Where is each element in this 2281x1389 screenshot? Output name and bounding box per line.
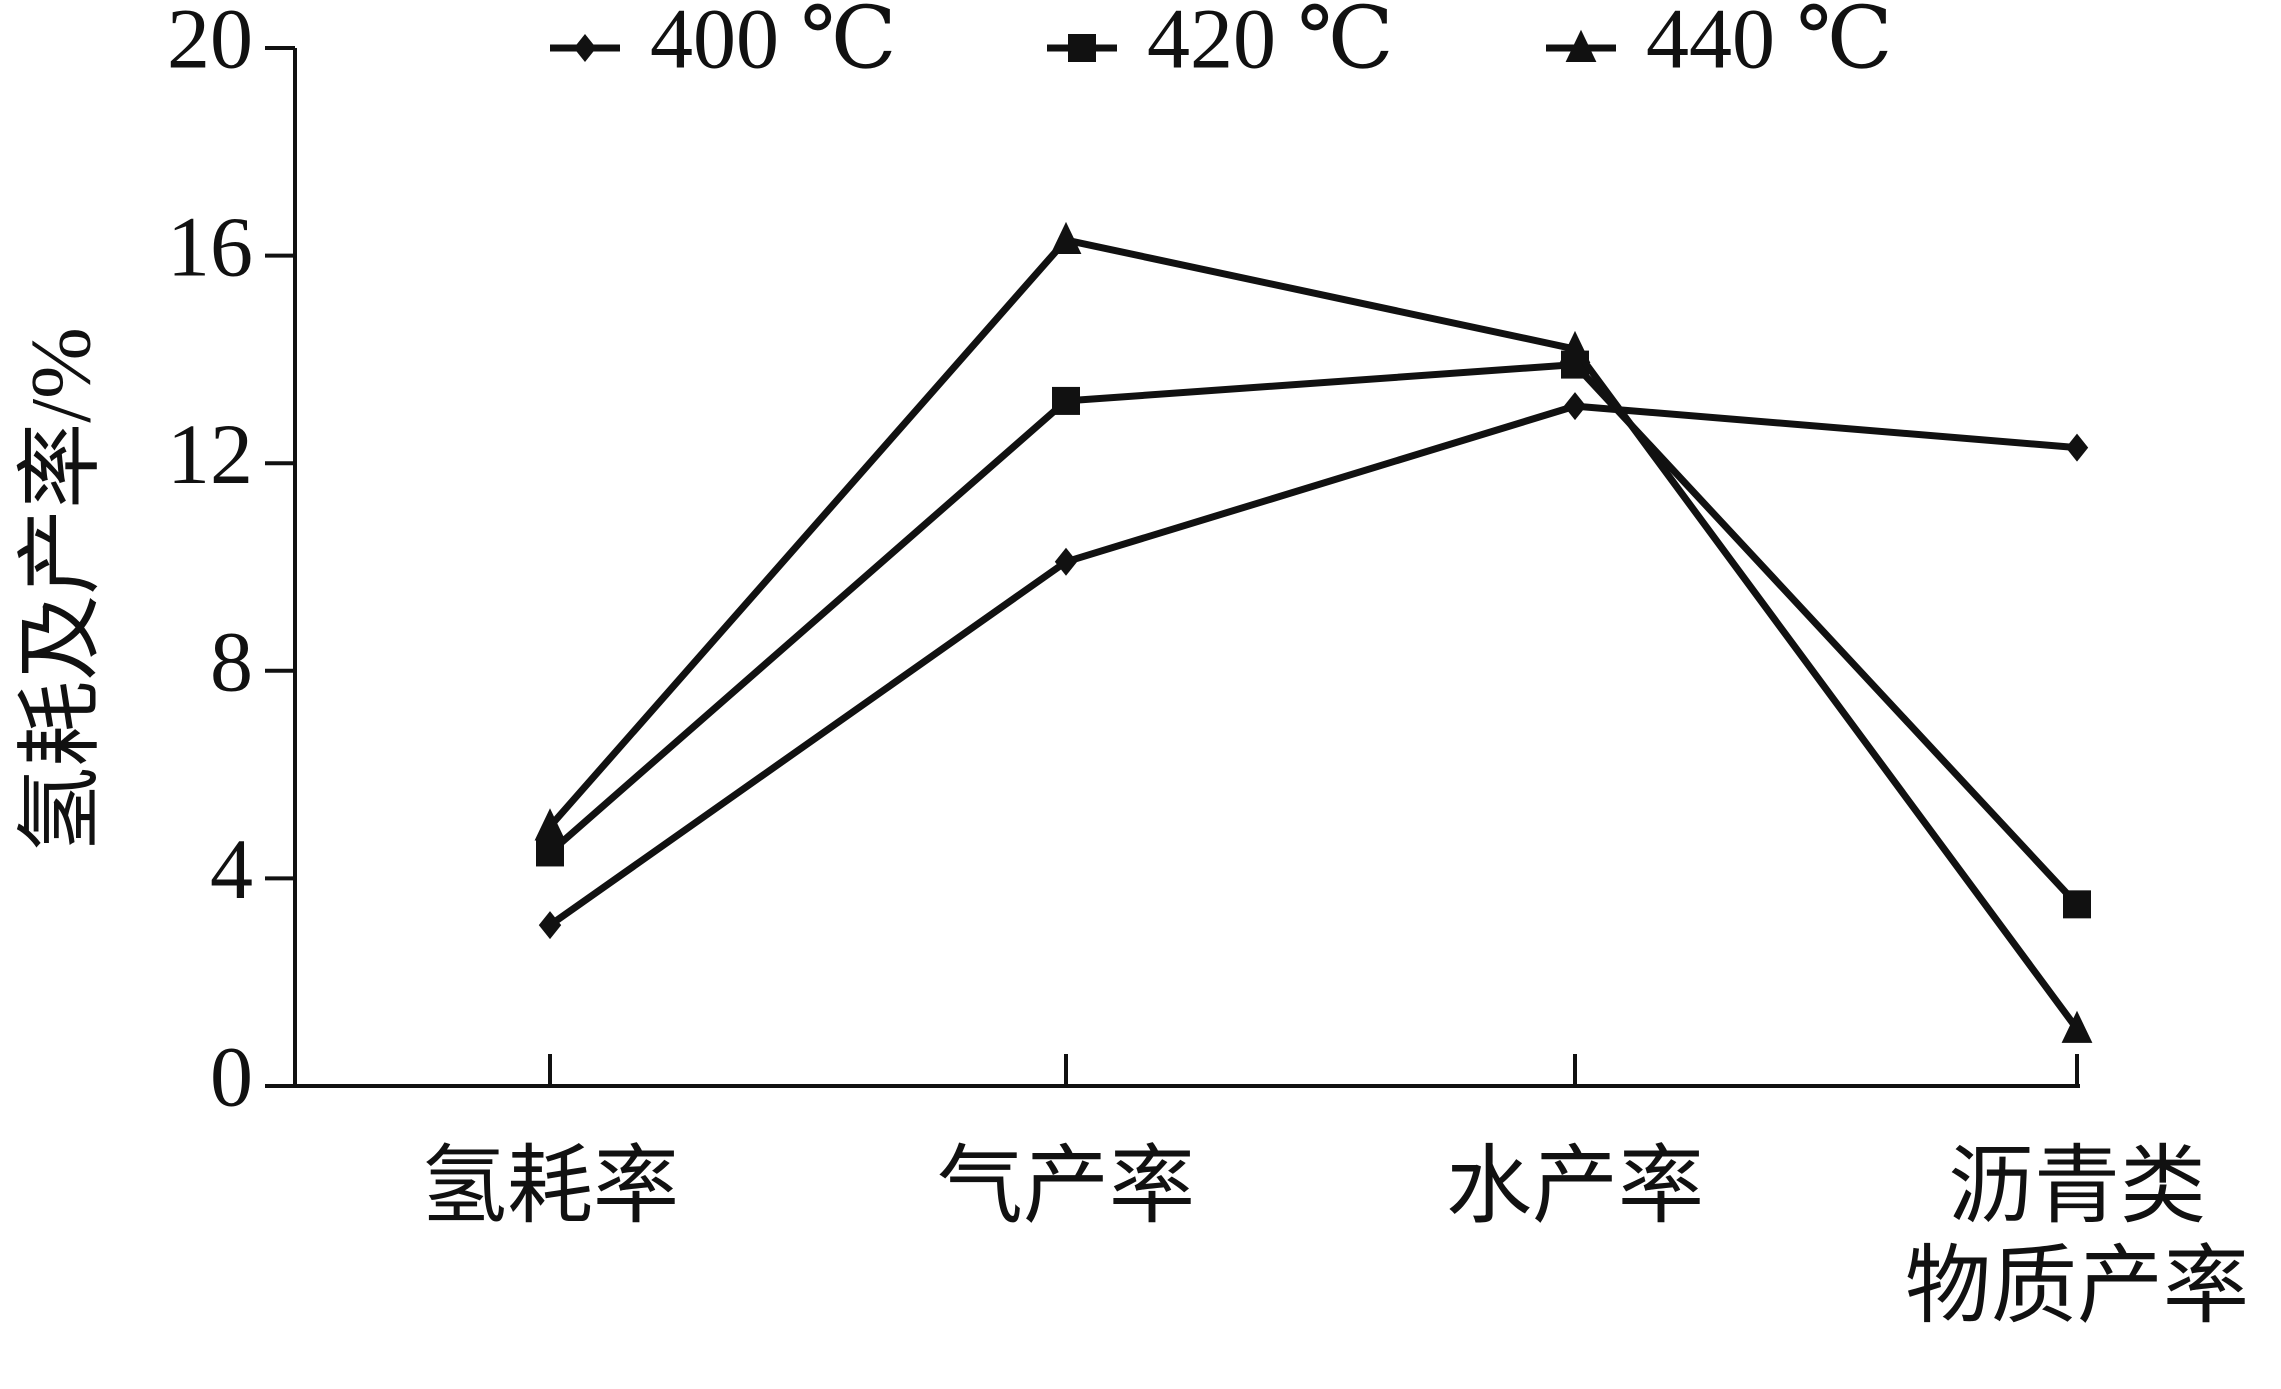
y-tick-label: 4 xyxy=(210,821,253,917)
marker xyxy=(534,808,566,841)
marker xyxy=(573,34,597,62)
legend-label: 420 ℃ xyxy=(1147,0,1394,87)
marker xyxy=(2061,1010,2093,1043)
marker xyxy=(1050,221,1082,255)
marker xyxy=(2065,433,2089,462)
y-tick-label: 20 xyxy=(167,0,253,87)
y-tick-label: 16 xyxy=(167,198,253,294)
legend-label: 400 ℃ xyxy=(650,0,897,87)
marker xyxy=(1068,34,1096,62)
marker xyxy=(536,838,564,867)
marker xyxy=(538,911,562,940)
legend-label: 440 ℃ xyxy=(1646,0,1893,87)
x-tick-label: 气产率 xyxy=(937,1138,1195,1234)
x-tick-label: 氢耗率 xyxy=(421,1138,679,1234)
series-line xyxy=(547,402,2078,928)
x-tick-label: 沥青类 物质产率 xyxy=(1905,1138,2249,1334)
marker xyxy=(1563,392,1587,421)
marker xyxy=(1052,386,1080,415)
series-line xyxy=(547,236,2080,1031)
marker xyxy=(1565,29,1597,62)
y-tick-label: 12 xyxy=(167,406,253,502)
y-tick-label: 0 xyxy=(210,1029,253,1125)
y-tick-label: 8 xyxy=(210,614,253,710)
marker xyxy=(2063,890,2091,919)
marker xyxy=(1559,330,1591,364)
marker xyxy=(1054,547,1078,576)
series-line xyxy=(547,361,2080,907)
y-axis-label: 氢耗及产率/% xyxy=(13,327,109,853)
x-tick-label: 水产率 xyxy=(1446,1138,1704,1234)
